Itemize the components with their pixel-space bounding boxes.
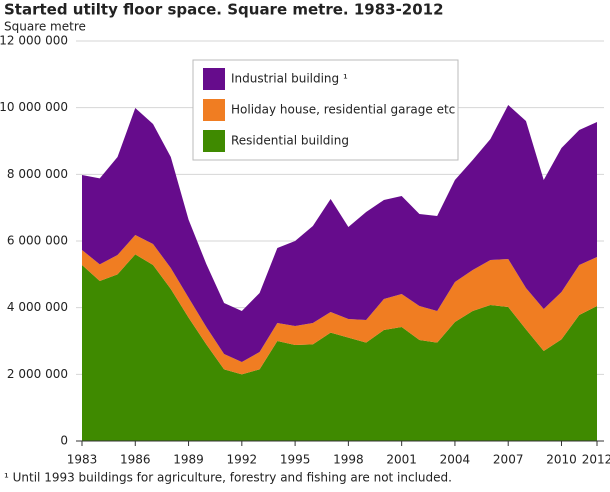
x-tick-label: 2001: [386, 453, 417, 467]
legend-label: Holiday house, residential garage etc: [231, 103, 455, 117]
x-tick-label: 1983: [67, 453, 98, 467]
x-tick-label: 1992: [227, 453, 258, 467]
legend-label: Residential building: [231, 134, 349, 148]
x-tick-label: 2004: [440, 453, 471, 467]
y-tick-label: 10 000 000: [0, 100, 68, 114]
x-tick-label: 1986: [120, 453, 151, 467]
x-tick-label: 2007: [493, 453, 524, 467]
area: [82, 254, 597, 441]
legend-swatch: [203, 130, 225, 152]
chart-title: Started utilty floor space. Square metre…: [4, 1, 444, 19]
x-tick-label: 1989: [173, 453, 204, 467]
x-tick-label: 1998: [333, 453, 364, 467]
x-tick-label: 2012: [582, 453, 610, 467]
y-tick-label: 2 000 000: [7, 367, 68, 381]
legend-swatch: [203, 99, 225, 121]
footnote: ¹ Until 1993 buildings for agriculture, …: [4, 471, 452, 485]
y-tick-label: 4 000 000: [7, 300, 68, 314]
y-tick-label: 6 000 000: [7, 234, 68, 248]
legend-label: Industrial building ¹: [231, 72, 348, 86]
area: [82, 235, 597, 375]
y-tick-label: 0: [60, 434, 68, 448]
y-axis-label: Square metre: [4, 20, 86, 34]
x-tick-label: 1995: [280, 453, 311, 467]
legend-swatch: [203, 68, 225, 90]
y-tick-label: 12 000 000: [0, 34, 68, 48]
legend-box: [192, 59, 459, 161]
y-tick-label: 8 000 000: [7, 167, 68, 181]
area: [82, 105, 597, 362]
x-tick-label: 2010: [546, 453, 577, 467]
